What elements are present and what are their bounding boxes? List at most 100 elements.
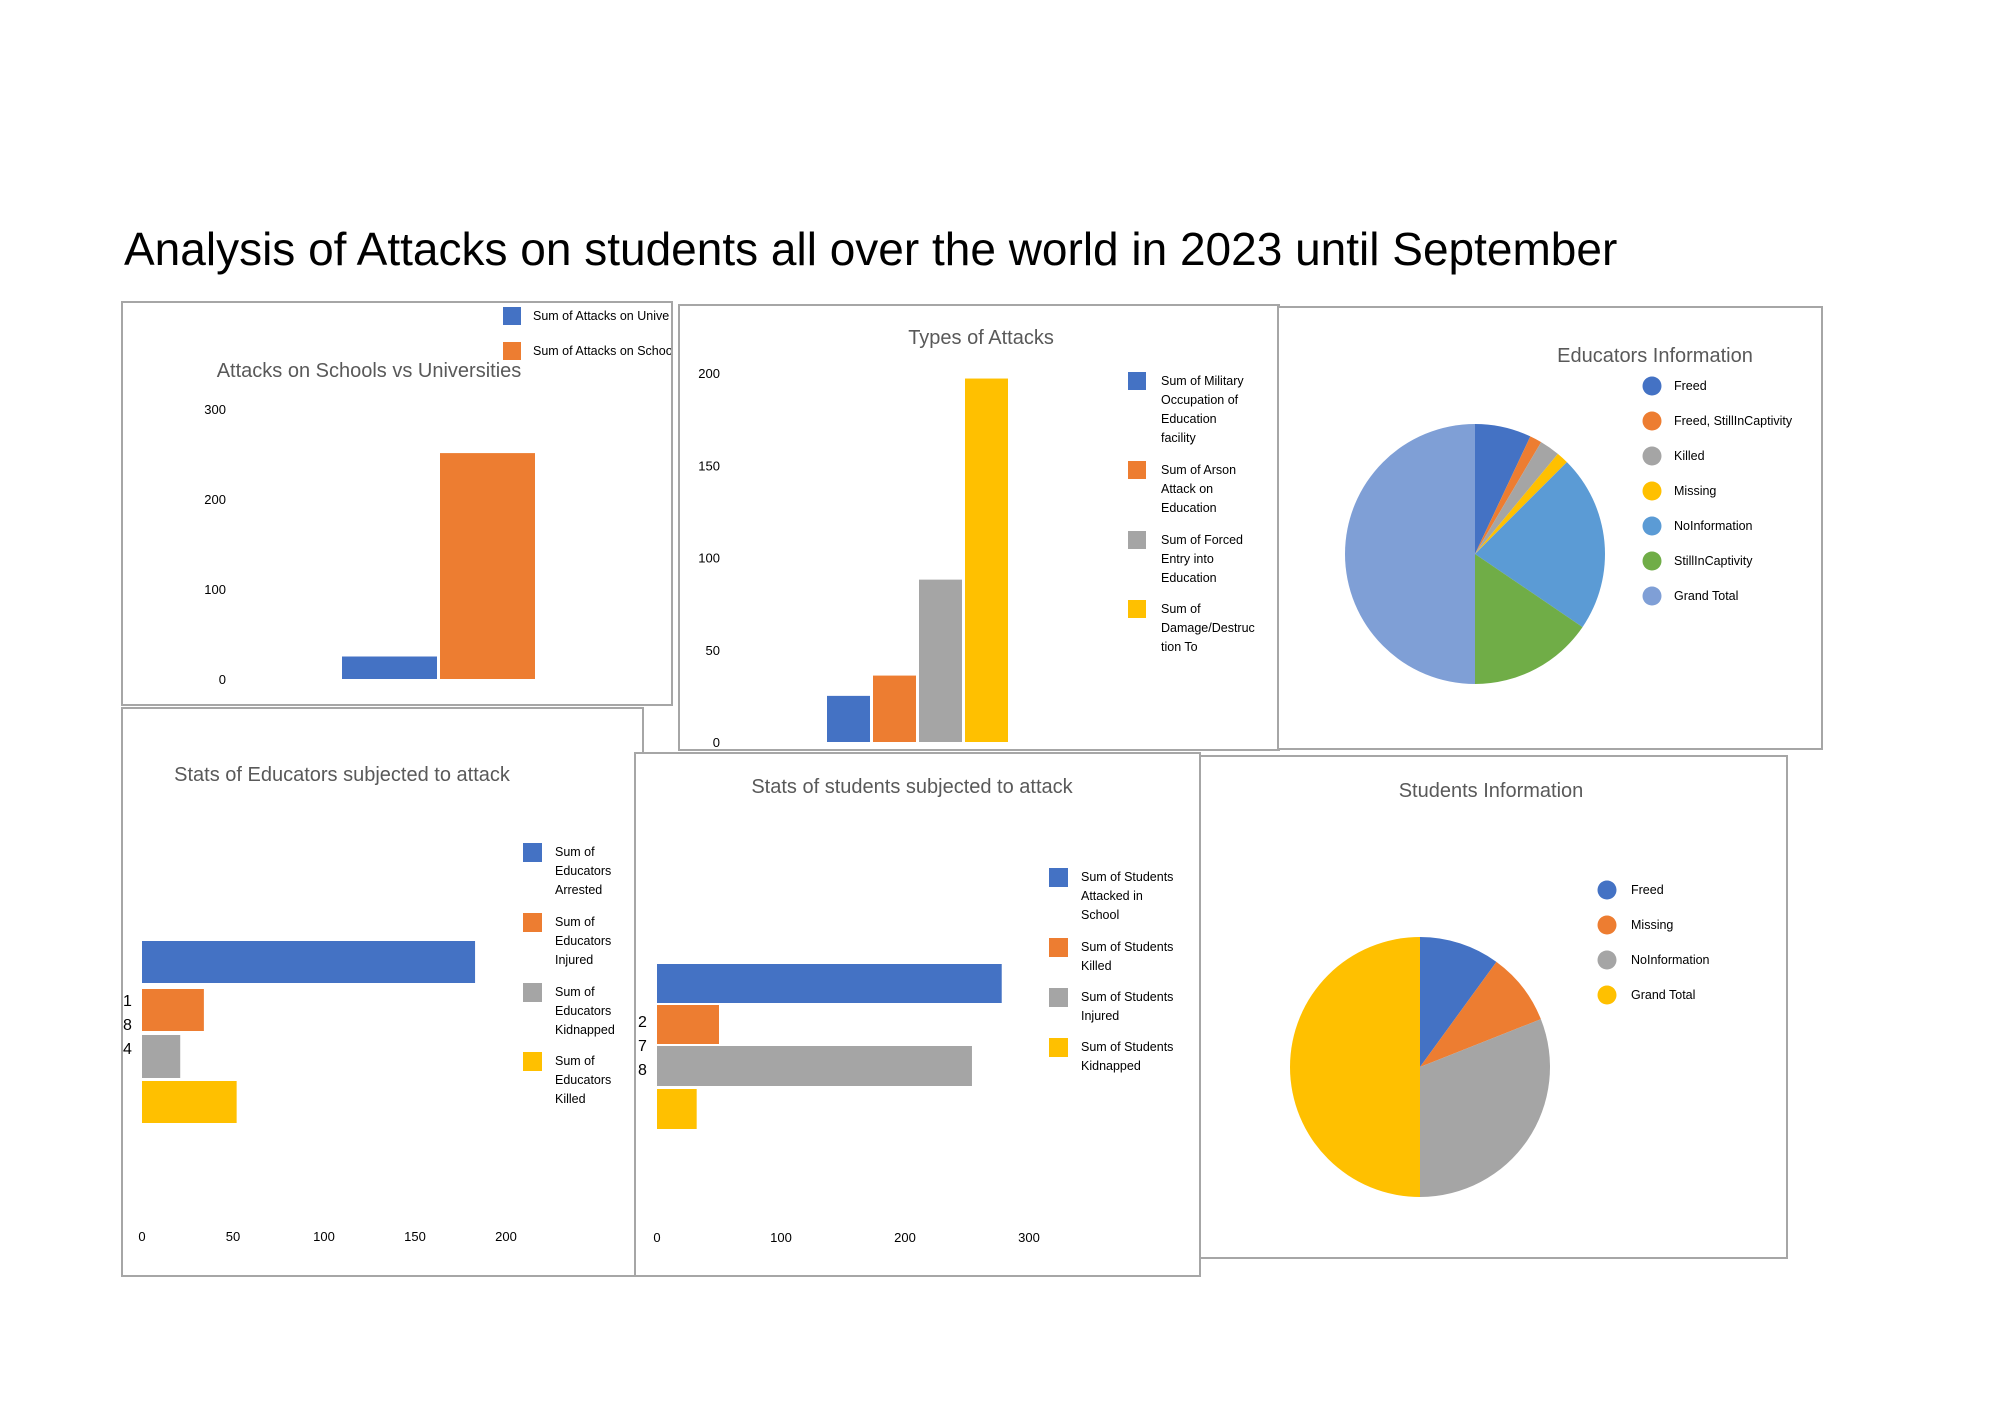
pie-slice-grand-total (1290, 937, 1420, 1197)
legend-swatch (523, 913, 542, 932)
x-tick-label: 0 (653, 1230, 660, 1245)
chart-svg: Stats of students subjected to attack 2 7 8… (638, 776, 1173, 1245)
pie-slice-grand-total (1345, 424, 1475, 684)
legend-label: Arrested (555, 883, 602, 897)
legend-swatch (1642, 516, 1662, 536)
legend-label: Educators (555, 1073, 611, 1087)
legend-swatch (1128, 461, 1146, 479)
legend-label: Sum of (555, 915, 595, 929)
legend-label: Freed (1674, 379, 1707, 393)
legend-label: Sum of Students (1081, 1040, 1173, 1054)
bar-schools (440, 453, 535, 679)
bar-educators-killed (142, 1081, 237, 1123)
legend-label: Sum of Military (1161, 374, 1244, 388)
legend-swatch (1597, 880, 1617, 900)
legend-label: Educators (555, 934, 611, 948)
legend-label: Sum of (555, 985, 595, 999)
bar-students-attacked (657, 964, 1002, 1003)
legend-label: Killed (1674, 449, 1705, 463)
legend-swatch (503, 342, 521, 360)
legend-swatch (1642, 551, 1662, 571)
chart-svg: Types of Attacks 0 50 100 150 200 Sum of Milit… (698, 327, 1255, 749)
pie-slice-missing (1475, 453, 1567, 554)
legend-label: Freed (1631, 883, 1664, 897)
legend-label: Sum of Students (1081, 870, 1173, 884)
legend-swatch (1049, 1038, 1068, 1057)
category-label: 8 (123, 1017, 132, 1034)
legend-label: facility (1161, 431, 1196, 445)
bar-educators-kidnapped (142, 1035, 181, 1078)
legend-swatch (1642, 376, 1662, 396)
legend-label: School (1081, 908, 1119, 922)
bar-military-occupation (827, 695, 870, 742)
chart-title: Attacks on Schools vs Universities (217, 360, 522, 382)
legend-label: Injured (1081, 1009, 1119, 1023)
legend-swatch (1597, 985, 1617, 1005)
y-tick-label: 150 (698, 458, 720, 473)
x-tick-label: 50 (226, 1229, 240, 1244)
legend-swatch (1642, 481, 1662, 501)
x-tick-label: 200 (894, 1230, 916, 1245)
legend-label: StillInCaptivity (1674, 554, 1753, 568)
pie-slice-missing (1420, 961, 1541, 1067)
legend-swatch (1597, 950, 1617, 970)
pie-slice-freed (1475, 424, 1531, 554)
bar-damage-destruction (965, 378, 1008, 742)
pie-slice-stillincaptivity (1475, 554, 1583, 684)
y-tick-label: 0 (713, 735, 720, 749)
legend-label: Grand Total (1631, 988, 1695, 1002)
legend-label: Injured (555, 953, 593, 967)
bar-educators-injured (142, 989, 204, 1031)
chart-types-of-attacks: Types of Attacks 0 50 100 150 200 Sum of Milit… (678, 304, 1280, 751)
category-label: 2 (638, 1014, 647, 1031)
legend-label: Killed (555, 1092, 586, 1106)
legend-label: Killed (1081, 959, 1112, 973)
bar-students-injured (657, 1046, 972, 1086)
x-tick-label: 150 (404, 1229, 426, 1244)
y-tick-label: 0 (219, 672, 226, 687)
chart-students-information: Students Information Freed Missing NoInform… (1199, 755, 1788, 1259)
category-label: 1 (123, 993, 132, 1010)
legend-label: Occupation of (1161, 393, 1239, 407)
legend-label: Entry into (1161, 552, 1214, 566)
legend-label: Education (1161, 571, 1217, 585)
pie-slice-noinformation (1420, 1019, 1550, 1197)
legend-label: tion To (1161, 640, 1198, 654)
legend-label: Attacked in (1081, 889, 1143, 903)
legend-label: Sum of (555, 845, 595, 859)
legend-label: Education (1161, 412, 1217, 426)
bar-forced-entry (919, 579, 962, 742)
chart-title: Students Information (1399, 780, 1584, 802)
page-title: Analysis of Attacks on students all over… (124, 223, 1618, 275)
legend-label: Grand Total (1674, 589, 1738, 603)
chart-svg: Educators Information Freed Freed, StillIn… (1345, 345, 1793, 684)
legend-label: Kidnapped (1081, 1059, 1141, 1073)
legend-label: Sum of Arson (1161, 463, 1236, 477)
chart-educators-information: Educators Information Freed Freed, StillIn… (1277, 306, 1823, 750)
pie-slice-killed (1475, 442, 1558, 554)
legend-label: NoInformation (1631, 953, 1710, 967)
legend-label: Damage/Destruc (1161, 621, 1255, 635)
legend-label: Missing (1631, 918, 1673, 932)
y-tick-label: 50 (706, 643, 720, 658)
legend-swatch (1128, 372, 1146, 390)
pie-slice-freed-stillincaptivity (1475, 436, 1542, 554)
legend-swatch (523, 983, 542, 1002)
legend-label: Missing (1674, 484, 1716, 498)
legend-label: Freed, StillInCaptivity (1674, 414, 1793, 428)
legend-swatch (503, 307, 521, 325)
chart-svg: Students Information Freed Missing NoInform… (1290, 780, 1710, 1197)
chart-svg: Stats of Educators subjected to attack 1 8… (123, 764, 615, 1244)
legend-label: Education (1161, 501, 1217, 515)
x-tick-label: 200 (495, 1229, 517, 1244)
legend-swatch (523, 1052, 542, 1071)
chart-svg: Attacks on Schools vs Universities 0 100 20… (204, 307, 671, 687)
legend-label: Sum of Forced (1161, 533, 1243, 547)
legend-label: Sum of Attacks on Schoo (533, 344, 671, 358)
x-tick-label: 300 (1018, 1230, 1040, 1245)
chart-title: Educators Information (1557, 345, 1753, 367)
legend-label: Sum of (555, 1054, 595, 1068)
category-label: 7 (638, 1038, 647, 1055)
y-tick-label: 100 (204, 582, 226, 597)
legend-swatch (1128, 531, 1146, 549)
